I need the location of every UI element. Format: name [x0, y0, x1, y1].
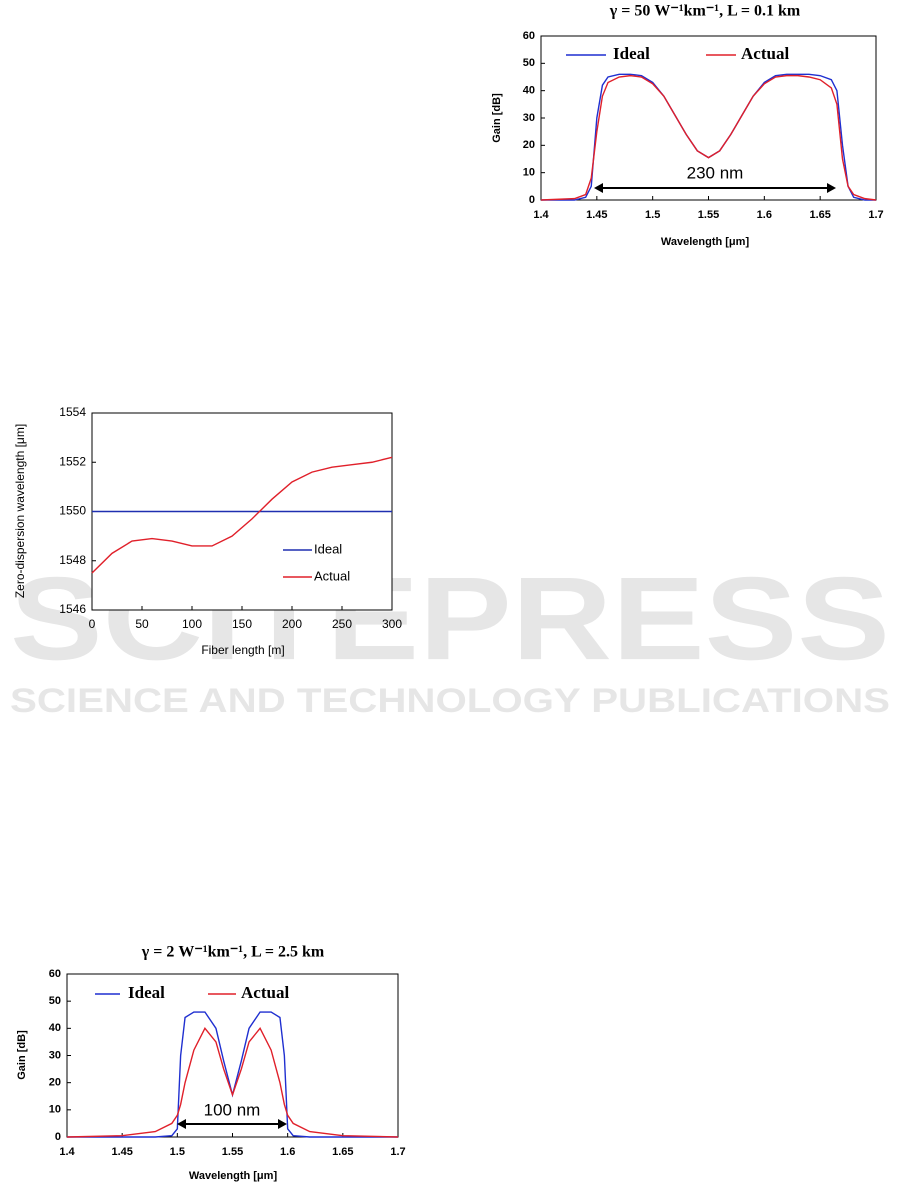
- arrow-head: [827, 183, 836, 193]
- x-tick-label: 1.55: [698, 209, 719, 221]
- y-tick-label: 40: [49, 1022, 61, 1034]
- y-tick-label: 10: [49, 1104, 61, 1116]
- legend-label: Ideal: [128, 983, 165, 1002]
- series-line: [66, 1027, 399, 1138]
- series-line: [91, 456, 393, 574]
- y-axis-label: Zero-dispersion wavelength [μm]: [13, 424, 27, 598]
- x-tick-label: 1.7: [868, 209, 883, 221]
- x-tick-label: 250: [332, 617, 352, 631]
- y-tick-label: 1552: [59, 454, 86, 468]
- annotation: 100 nm: [204, 1100, 261, 1119]
- legend-label: Actual: [314, 568, 350, 583]
- y-tick-label: 50: [49, 995, 61, 1007]
- y-tick-label: 0: [55, 1131, 61, 1143]
- watermark-tagline: SCIENCE AND TECHNOLOGY PUBLICATIONS: [10, 682, 890, 720]
- arrow-head: [278, 1119, 287, 1129]
- y-tick-label: 10: [523, 167, 535, 179]
- y-tick-label: 1548: [59, 553, 86, 567]
- arrow-head: [594, 183, 603, 193]
- chart: 1.4 1.45 1.5 1.55 1.6 1.65 1.7 0 10 20 30 40 50 60 Ide…: [491, 3, 884, 248]
- y-tick-label: 30: [49, 1049, 61, 1061]
- chart-title: γ = 2 W⁻¹km⁻¹, L = 2.5 km: [141, 944, 325, 961]
- x-tick-label: 1.4: [59, 1146, 75, 1158]
- y-tick-label: 60: [523, 30, 535, 42]
- x-tick-label: 1.6: [757, 209, 772, 221]
- x-tick-label: 300: [382, 617, 402, 631]
- x-tick-label: 1.4: [533, 209, 549, 221]
- arrow-head: [177, 1119, 186, 1129]
- x-tick-label: 1.6: [280, 1146, 295, 1158]
- x-tick-label: 50: [135, 617, 149, 631]
- x-tick-label: 150: [232, 617, 252, 631]
- chart: 1.4 1.45 1.5 1.55 1.6 1.65 1.7 0 10 20 30 40 50 60 Ide…: [16, 944, 406, 1182]
- x-tick-label: 1.7: [390, 1146, 405, 1158]
- x-tick-label: 200: [282, 617, 302, 631]
- chart: 0 50 100 150 200 250 300 1546 1548 1550 1552 1554 Id…: [13, 405, 402, 657]
- y-tick-label: 50: [523, 57, 535, 69]
- legend-label: Actual: [241, 983, 289, 1002]
- x-tick-label: 0: [89, 617, 96, 631]
- y-tick-label: 1550: [59, 504, 86, 518]
- y-tick-label: 20: [523, 139, 535, 151]
- y-tick-label: 1546: [59, 602, 86, 616]
- legend-label: Ideal: [314, 541, 342, 556]
- y-tick-label: 30: [523, 112, 535, 124]
- chart-title: γ = 50 W⁻¹km⁻¹, L = 0.1 km: [609, 3, 801, 20]
- x-tick-label: 1.5: [645, 209, 660, 221]
- legend-label: Ideal: [613, 44, 650, 63]
- x-axis-label: Wavelength [μm]: [661, 236, 750, 248]
- y-axis-label: Gain [dB]: [491, 93, 503, 143]
- y-tick-label: 20: [49, 1077, 61, 1089]
- series-line: [540, 74, 877, 201]
- y-tick-label: 1554: [59, 405, 86, 419]
- x-tick-label: 1.65: [332, 1146, 353, 1158]
- annotation: 230 nm: [687, 163, 744, 182]
- y-tick-label: 0: [529, 194, 535, 206]
- y-axis-label: Gain [dB]: [16, 1030, 28, 1080]
- x-tick-label: 1.65: [809, 209, 830, 221]
- x-tick-label: 1.45: [586, 209, 607, 221]
- legend-label: Actual: [741, 44, 789, 63]
- x-tick-label: 1.55: [222, 1146, 243, 1158]
- x-tick-label: 100: [182, 617, 202, 631]
- x-axis-label: Wavelength [μm]: [189, 1170, 278, 1182]
- x-tick-label: 1.45: [111, 1146, 132, 1158]
- y-tick-label: 60: [49, 968, 61, 980]
- x-tick-label: 1.5: [170, 1146, 185, 1158]
- y-tick-label: 40: [523, 85, 535, 97]
- x-axis-label: Fiber length [m]: [201, 643, 284, 657]
- plot-frame: [66, 973, 399, 1138]
